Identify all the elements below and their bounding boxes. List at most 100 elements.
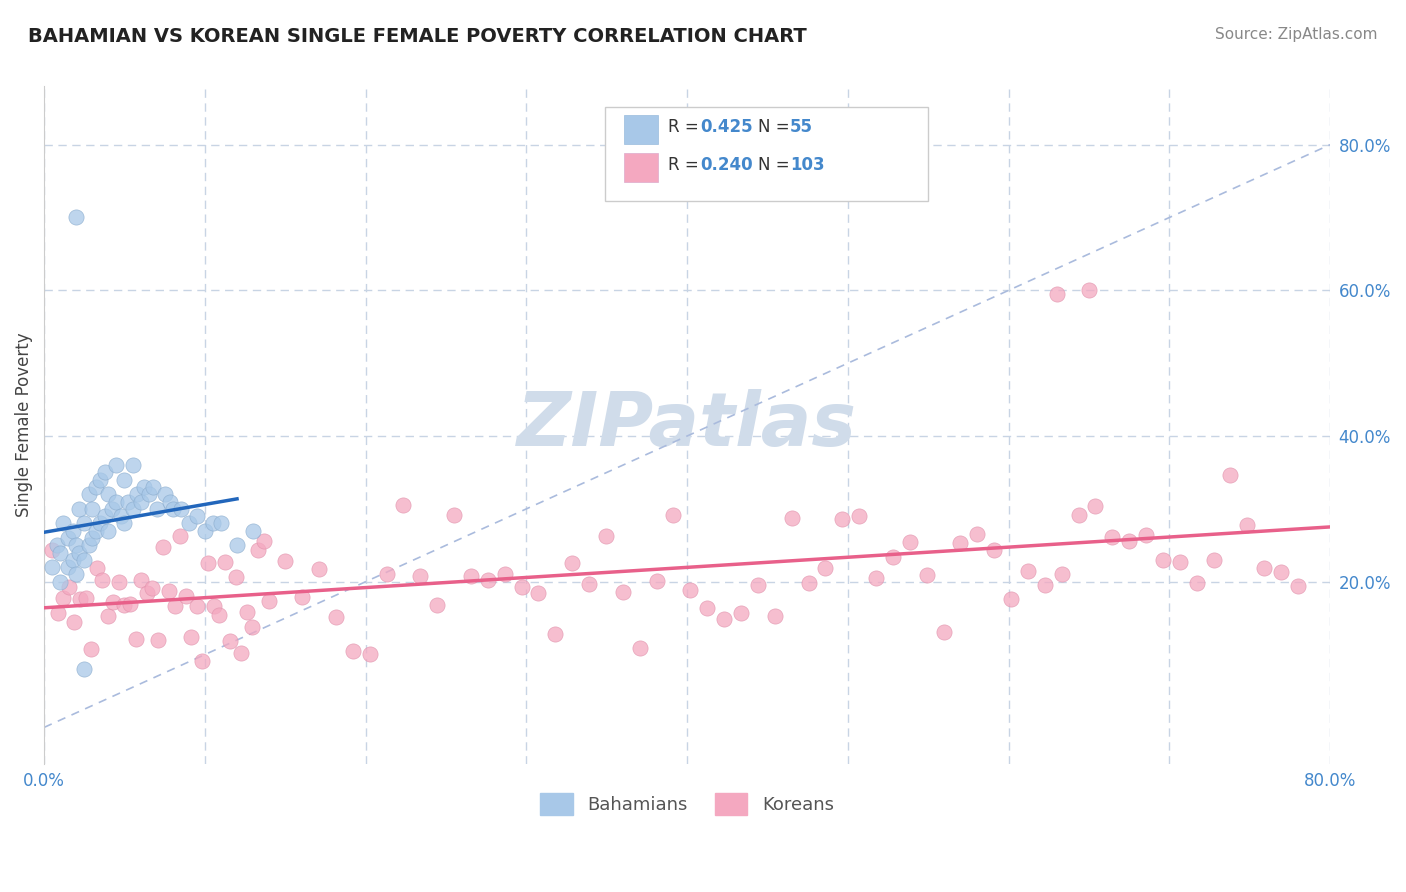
Point — [132, 480, 155, 494]
Point — [65, 567, 87, 582]
Text: R =: R = — [668, 118, 704, 136]
Text: Source: ZipAtlas.com: Source: ZipAtlas.com — [1215, 27, 1378, 42]
Point — [208, 608, 231, 623]
Point — [84, 480, 107, 494]
Point — [105, 458, 128, 472]
Point — [1185, 575, 1208, 590]
Point — [1253, 561, 1275, 575]
Point — [612, 585, 634, 599]
Point — [62, 524, 84, 538]
Point — [58, 580, 80, 594]
Y-axis label: Single Female Poverty: Single Female Poverty — [15, 333, 32, 517]
Point — [191, 654, 214, 668]
Point — [1017, 565, 1039, 579]
Point — [578, 576, 600, 591]
Point — [121, 458, 143, 472]
Point — [763, 609, 786, 624]
Point — [242, 620, 264, 634]
Point — [94, 466, 117, 480]
Point — [1046, 287, 1069, 301]
Point — [949, 536, 972, 550]
Point — [325, 609, 347, 624]
Point — [983, 543, 1005, 558]
Point — [77, 538, 100, 552]
Point — [1202, 552, 1225, 566]
Point — [595, 529, 617, 543]
Text: 103: 103 — [790, 156, 825, 174]
Point — [257, 594, 280, 608]
Point — [1101, 530, 1123, 544]
Point — [114, 473, 136, 487]
Point — [1135, 528, 1157, 542]
Point — [114, 598, 136, 612]
Point — [1168, 554, 1191, 568]
Point — [214, 555, 236, 569]
Point — [477, 573, 499, 587]
Point — [1118, 533, 1140, 548]
Point — [679, 583, 702, 598]
Point — [219, 634, 242, 648]
Point — [100, 501, 122, 516]
Point — [153, 487, 176, 501]
Text: R =: R = — [668, 156, 704, 174]
Point — [1000, 591, 1022, 606]
Point — [236, 605, 259, 619]
Point — [628, 640, 651, 655]
Point — [865, 570, 887, 584]
Point — [49, 574, 72, 589]
Point — [97, 524, 120, 538]
Point — [209, 516, 232, 531]
Point — [966, 526, 988, 541]
Point — [75, 591, 97, 606]
Point — [242, 524, 264, 538]
Text: N =: N = — [758, 156, 794, 174]
Point — [1084, 499, 1107, 513]
Point — [494, 567, 516, 582]
Text: 55: 55 — [790, 118, 813, 136]
Point — [561, 556, 583, 570]
Point — [49, 545, 72, 559]
Point — [713, 612, 735, 626]
Point — [180, 630, 202, 644]
Point — [82, 501, 104, 516]
Point — [1078, 283, 1101, 297]
Point — [77, 487, 100, 501]
Point — [814, 560, 837, 574]
Point — [186, 599, 208, 614]
Point — [342, 644, 364, 658]
Point — [69, 501, 91, 516]
Point — [118, 597, 141, 611]
Point — [730, 606, 752, 620]
Point — [62, 553, 84, 567]
Point — [121, 501, 143, 516]
Point — [63, 615, 86, 629]
Point — [129, 494, 152, 508]
Point — [460, 569, 482, 583]
Point — [138, 487, 160, 501]
Point — [108, 575, 131, 590]
Point — [882, 550, 904, 565]
Point — [915, 568, 938, 582]
Point — [69, 591, 91, 606]
Point — [1236, 517, 1258, 532]
Point — [291, 590, 314, 604]
Point — [645, 574, 668, 589]
Point — [89, 516, 111, 531]
Point — [544, 626, 567, 640]
Point — [110, 509, 132, 524]
Point — [898, 534, 921, 549]
Point — [375, 566, 398, 581]
Point — [142, 480, 165, 494]
Point — [201, 516, 224, 531]
Point — [141, 581, 163, 595]
Point — [527, 586, 550, 600]
Point — [274, 553, 297, 567]
Point — [409, 569, 432, 583]
Text: ZIPatlas: ZIPatlas — [517, 389, 858, 461]
Point — [225, 570, 247, 584]
Point — [226, 538, 249, 552]
Point — [159, 494, 181, 508]
Point — [169, 529, 191, 543]
Text: BAHAMIAN VS KOREAN SINGLE FEMALE POVERTY CORRELATION CHART: BAHAMIAN VS KOREAN SINGLE FEMALE POVERTY… — [28, 27, 807, 45]
Point — [152, 541, 174, 555]
